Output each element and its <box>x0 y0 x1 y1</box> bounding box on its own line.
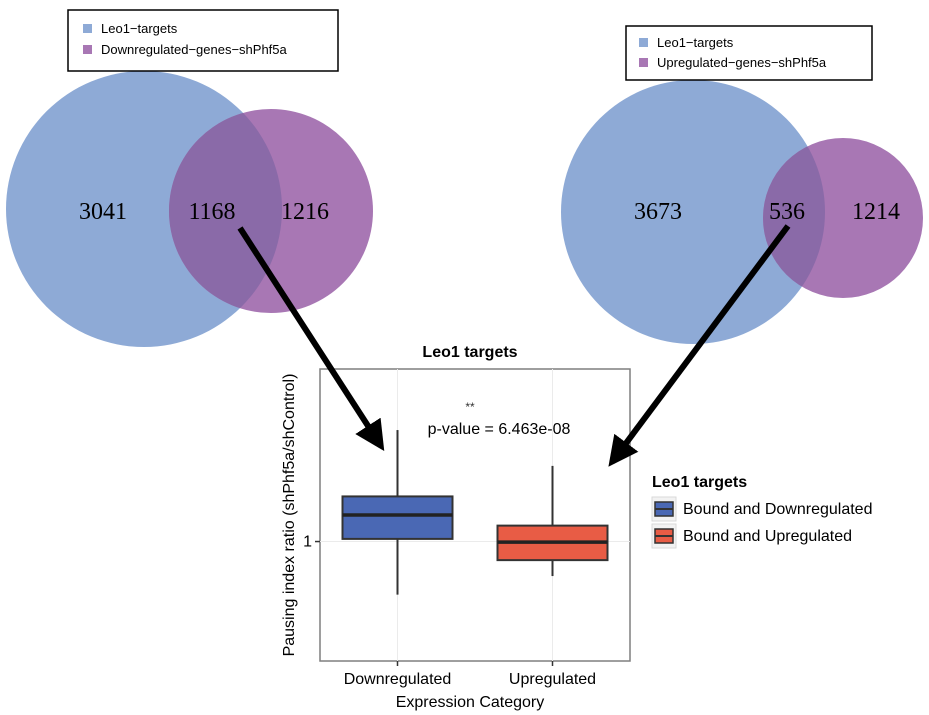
boxplot-legend-title: Leo1 targets <box>652 474 747 491</box>
significance-stars: ** <box>465 400 475 414</box>
venn-right-leo1-circle <box>561 80 825 344</box>
chart-title: Leo1 targets <box>422 344 517 361</box>
venn-right-count-right: 1214 <box>852 199 900 225</box>
venn-right-count-left: 3673 <box>634 199 682 225</box>
x-axis-ticks: Downregulated Upregulated <box>344 661 596 688</box>
venn-right-overlap <box>763 138 825 298</box>
boxplot-legend-label-up: Bound and Upregulated <box>683 528 852 545</box>
venn-left-legend-swatch-leo1 <box>83 24 92 33</box>
venn-left-count-overlap: 1168 <box>188 199 235 225</box>
venn-left-legend-leo1: Leo1−targets <box>101 21 178 36</box>
venn-left-legend-box <box>67 9 339 72</box>
venn-right-legend-box <box>625 25 873 81</box>
boxplot-legend-label-down: Bound and Downregulated <box>683 501 872 518</box>
venn-left-overlap <box>169 109 282 313</box>
box-upregulated <box>496 465 609 577</box>
venn-right-legend-leo1: Leo1−targets <box>657 35 734 50</box>
boxplot-legend: Leo1 targets Bound and Downregulated Bou… <box>651 474 872 549</box>
x-axis-label: Expression Category <box>396 694 545 711</box>
y-axis-ticks: 1 <box>303 534 320 551</box>
p-value-annotation: p-value = 6.463e-08 <box>428 421 571 438</box>
venn-left-count-right: 1216 <box>281 199 329 225</box>
box-downregulated <box>341 430 454 595</box>
arrow-right <box>608 224 791 467</box>
y-axis-label: Pausing index ratio (shPhf5a/shControl) <box>281 374 298 657</box>
venn-left-legend: Leo1−targets Downregulated−genes−shPhf5a <box>67 9 339 72</box>
x-tick-label: Upregulated <box>509 671 596 688</box>
box-body <box>341 495 454 540</box>
venn-right-count-overlap: 536 <box>769 199 805 225</box>
venn-left-legend-swatch-genes <box>83 45 92 54</box>
venn-right-legend-genes: Upregulated−genes−shPhf5a <box>657 55 827 70</box>
boxplot: Leo1 targets 1 Downregulated Upregulated … <box>281 344 631 711</box>
y-tick-label: 1 <box>303 534 312 551</box>
venn-right: 3673 536 1214 <box>561 80 923 344</box>
venn-right-legend-swatch-leo1 <box>639 38 648 47</box>
venn-left: 3041 1168 1216 <box>6 71 373 347</box>
venn-left-count-left: 3041 <box>79 199 127 225</box>
x-tick-label: Downregulated <box>344 671 452 688</box>
venn-left-legend-genes: Downregulated−genes−shPhf5a <box>101 42 288 57</box>
arrows <box>237 224 791 467</box>
venn-right-legend: Leo1−targets Upregulated−genes−shPhf5a <box>625 25 873 81</box>
boxes <box>341 430 609 595</box>
arrow-left <box>237 226 385 452</box>
venn-right-legend-swatch-genes <box>639 58 648 67</box>
